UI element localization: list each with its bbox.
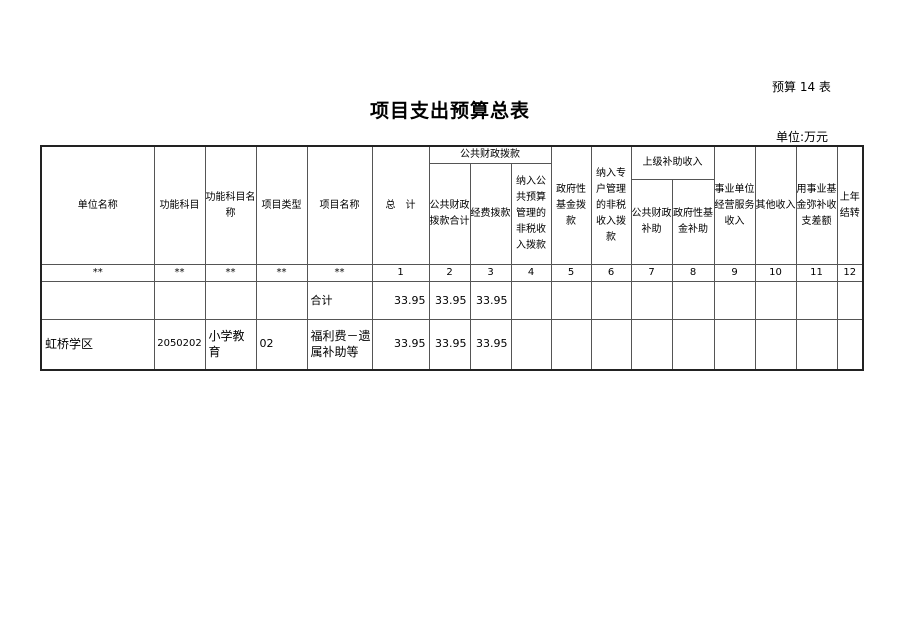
- header-upper-public: 公共财政补助: [630, 179, 673, 265]
- unit-label: 单位:万元: [776, 130, 829, 144]
- col-num: 9: [713, 264, 756, 282]
- cell-func-code: 2050202: [153, 319, 206, 370]
- cell-func-name: [204, 281, 257, 320]
- col-num: **: [306, 264, 373, 282]
- header-nontax: 纳入公共预算管理的非税收入拨款: [510, 163, 552, 265]
- cell-unit: [40, 281, 155, 320]
- col-num: 11: [795, 264, 838, 282]
- cell-proj-name: 合计: [306, 281, 373, 320]
- header-reserve: 用事业基金弥补收支差额: [795, 145, 838, 265]
- col-num: 6: [590, 264, 632, 282]
- header-proj-name: 项目名称: [306, 145, 373, 265]
- header-proj-type: 项目类型: [255, 145, 308, 265]
- col-num: **: [40, 264, 155, 282]
- table-row: 虹桥学区 2050202 小学教育 02 福利费－遗属补助等 33.95 33.…: [40, 319, 864, 370]
- header-public-group: 公共财政拨款: [428, 145, 552, 164]
- header-funds: 经费拨款: [469, 163, 512, 265]
- col-num: **: [153, 264, 206, 282]
- cell-total: 33.95: [371, 319, 430, 370]
- col-num: **: [204, 264, 257, 282]
- col-num: 5: [550, 264, 592, 282]
- cell-proj-type: [255, 281, 308, 320]
- cell-proj-type: 02: [255, 319, 308, 370]
- cell-func-name: 小学教育: [204, 319, 257, 370]
- col-num: 4: [510, 264, 552, 282]
- col-num: 2: [428, 264, 471, 282]
- header-upper-gov: 政府性基金补助: [671, 179, 715, 265]
- cell-public-total: 33.95: [428, 319, 471, 370]
- cell-proj-name: 福利费－遗属补助等: [306, 319, 373, 370]
- page-title: 项目支出预算总表: [369, 100, 530, 122]
- header-special: 纳入专户管理的非税收入拨款: [590, 145, 632, 265]
- header-unit-name: 单位名称: [40, 145, 155, 265]
- col-num: 10: [754, 264, 797, 282]
- header-func-name: 功能科目名称: [204, 145, 257, 265]
- col-num: 1: [371, 264, 430, 282]
- col-num: 7: [630, 264, 673, 282]
- header-func-code: 功能科目: [153, 145, 206, 265]
- col-num: 3: [469, 264, 512, 282]
- column-number-row: ** ** ** ** ** 1 2 3 4 5 6 7 8 9 10 11 12: [40, 264, 864, 282]
- cell-unit: 虹桥学区: [40, 319, 155, 370]
- cell-total: 33.95: [371, 281, 430, 320]
- cell-funds: 33.95: [469, 319, 512, 370]
- form-code: 预算 14 表: [772, 80, 831, 94]
- col-num: 8: [671, 264, 715, 282]
- header-carry: 上年结转: [836, 145, 864, 265]
- header-business: 事业单位经营服务收入: [713, 145, 756, 265]
- cell-funds: 33.95: [469, 281, 512, 320]
- col-num: **: [255, 264, 308, 282]
- header-gov-fund: 政府性基金拨款: [550, 145, 592, 265]
- header-public-total: 公共财政拨款合计: [428, 163, 471, 265]
- col-num: 12: [836, 264, 864, 282]
- header-upper-group: 上级补助收入: [630, 145, 715, 180]
- table-row: 合计 33.95 33.95 33.95: [40, 281, 864, 320]
- budget-table: 单位名称 功能科目 功能科目名称 项目类型 项目名称 总 计 公共财政拨款 政府…: [40, 145, 865, 371]
- cell-func-code: [153, 281, 206, 320]
- header-total: 总 计: [371, 145, 430, 265]
- cell-public-total: 33.95: [428, 281, 471, 320]
- header-other: 其他收入: [754, 145, 797, 265]
